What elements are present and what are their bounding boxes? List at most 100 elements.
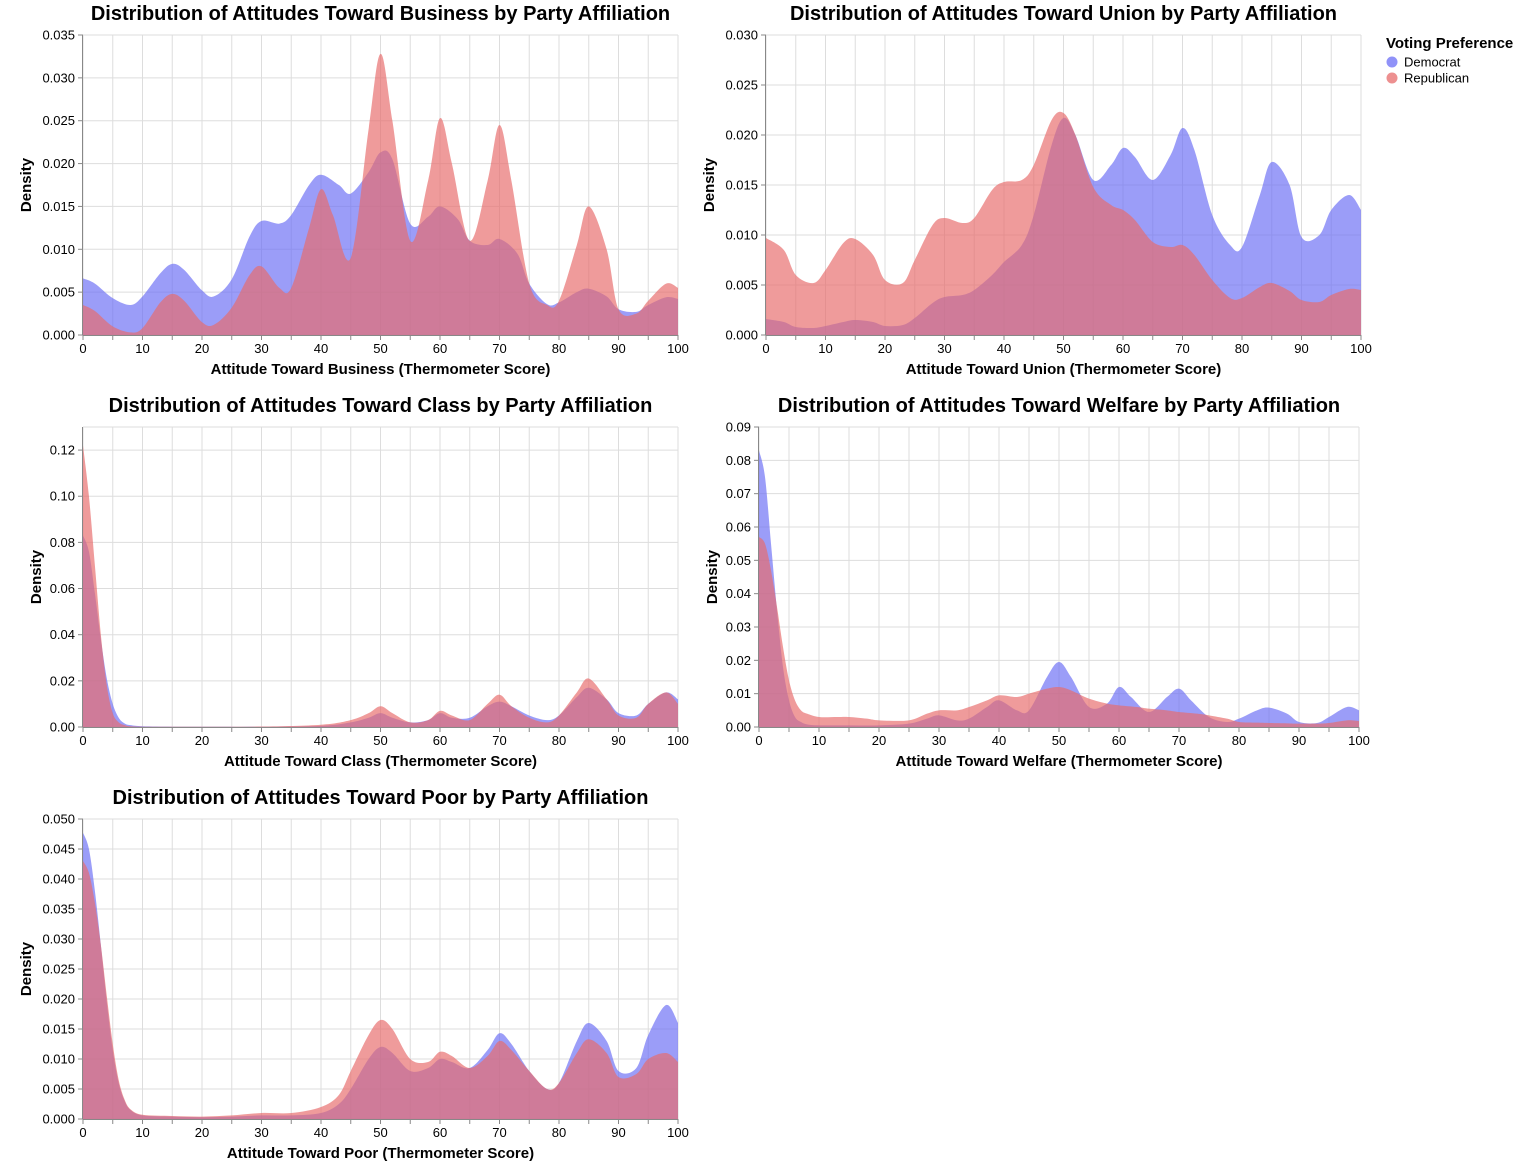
- chart-title: Distribution of Attitudes Toward Class b…: [109, 395, 653, 417]
- x-tick-label: 60: [433, 341, 447, 356]
- y-tick-label: 0.005: [42, 285, 75, 300]
- x-tick-label: 10: [812, 733, 826, 748]
- x-tick-label: 10: [135, 733, 149, 748]
- y-tick-label: 0.02: [726, 653, 751, 668]
- y-tick-label: 0.07: [726, 486, 751, 501]
- chart-title: Distribution of Attitudes Toward Welfare…: [778, 395, 1340, 417]
- x-tick-label: 40: [992, 733, 1006, 748]
- x-tick-label: 50: [1052, 733, 1066, 748]
- y-tick-label: 0.000: [42, 328, 75, 343]
- x-tick-label: 70: [1172, 733, 1186, 748]
- y-tick-label: 0.06: [726, 520, 751, 535]
- x-tick-label: 50: [373, 733, 387, 748]
- y-tick-label: 0.12: [50, 443, 75, 458]
- x-tick-label: 80: [1232, 733, 1246, 748]
- x-tick-label: 100: [667, 1125, 689, 1140]
- x-axis-title: Attitude Toward Union (Thermometer Score…: [906, 361, 1222, 378]
- x-tick-label: 70: [492, 1125, 506, 1140]
- y-tick-label: 0.000: [42, 1112, 75, 1127]
- chart-panel-business: 0 10 20 30 40 50 60 70 80 90 100 0.000 0.005 0.010 0.0…: [18, 3, 689, 378]
- y-tick-label: 0.10: [50, 489, 75, 504]
- y-axis-title: Density: [704, 549, 721, 604]
- y-tick-label: 0.015: [725, 178, 758, 193]
- x-axis-title: Attitude Toward Business (Thermometer Sc…: [211, 361, 551, 378]
- y-tick-label: 0.025: [42, 113, 75, 128]
- y-tick-label: 0.020: [42, 156, 75, 171]
- x-tick-label: 20: [195, 341, 209, 356]
- x-tick-label: 100: [1350, 341, 1372, 356]
- x-axis-title: Attitude Toward Poor (Thermometer Score): [227, 1145, 534, 1162]
- x-tick-label: 0: [79, 341, 86, 356]
- density-areas: [83, 53, 678, 335]
- y-tick-label: 0.015: [42, 199, 75, 214]
- y-tick-label: 0.005: [42, 1082, 75, 1097]
- y-tick-label: 0.030: [42, 70, 75, 85]
- chart-panel-union: 0 10 20 30 40 50 60 70 80 90 100 0.000 0.005 0.010 0.0…: [701, 3, 1372, 378]
- area-republican: [759, 537, 1359, 727]
- x-tick-label: 80: [552, 1125, 566, 1140]
- gridlines: [758, 426, 1360, 728]
- density-areas: [766, 111, 1361, 335]
- y-tick-label: 0.04: [726, 586, 751, 601]
- x-tick-label: 40: [314, 1125, 328, 1140]
- y-tick-label: 0.010: [42, 242, 75, 257]
- density-areas: [83, 832, 678, 1119]
- x-tick-label: 0: [79, 733, 86, 748]
- y-tick-label: 0.06: [50, 581, 75, 596]
- x-tick-label: 30: [937, 341, 951, 356]
- y-tick-label: 0.030: [725, 28, 758, 43]
- x-tick-label: 80: [1235, 341, 1249, 356]
- x-tick-label: 60: [433, 733, 447, 748]
- density-areas: [759, 450, 1359, 727]
- y-axis-title: Density: [28, 549, 45, 604]
- y-tick-label: 0.020: [725, 128, 758, 143]
- y-tick-label: 0.01: [726, 686, 751, 701]
- x-tick-label: 90: [611, 341, 625, 356]
- x-tick-label: 30: [254, 733, 268, 748]
- x-tick-label: 90: [611, 1125, 625, 1140]
- chart-panel-poor: 0 10 20 30 40 50 60 70 80 90 100 0.000 0.005 0.010 0.0…: [18, 787, 689, 1162]
- area-republican: [83, 861, 678, 1119]
- x-tick-label: 30: [254, 341, 268, 356]
- y-axis-title: Density: [701, 157, 718, 212]
- y-tick-label: 0.000: [725, 328, 758, 343]
- x-tick-label: 100: [667, 733, 689, 748]
- x-tick-label: 20: [878, 341, 892, 356]
- x-tick-label: 90: [611, 733, 625, 748]
- gridlines: [82, 818, 679, 1120]
- legend: Voting Preference Democrat Republican: [1386, 35, 1513, 86]
- y-tick-label: 0.050: [42, 812, 75, 827]
- x-tick-label: 10: [818, 341, 832, 356]
- y-tick-label: 0.09: [726, 420, 751, 435]
- chart-title: Distribution of Attitudes Toward Busines…: [91, 3, 670, 25]
- x-tick-label: 50: [373, 1125, 387, 1140]
- y-tick-label: 0.08: [726, 453, 751, 468]
- y-tick-label: 0.040: [42, 872, 75, 887]
- x-axis-title: Attitude Toward Welfare (Thermometer Sco…: [896, 753, 1223, 770]
- legend-swatch-democrat: [1386, 56, 1398, 68]
- y-tick-label: 0.00: [50, 720, 75, 735]
- y-tick-label: 0.03: [726, 620, 751, 635]
- legend-item-republican: Republican: [1386, 71, 1469, 86]
- y-axis-title: Density: [18, 941, 35, 996]
- x-tick-label: 30: [254, 1125, 268, 1140]
- x-tick-label: 20: [195, 733, 209, 748]
- x-tick-label: 20: [195, 1125, 209, 1140]
- y-tick-label: 0.04: [50, 627, 75, 642]
- legend-item-democrat: Democrat: [1386, 55, 1461, 70]
- x-tick-label: 80: [552, 341, 566, 356]
- y-tick-label: 0.00: [726, 720, 751, 735]
- legend-label-democrat: Democrat: [1404, 55, 1461, 70]
- x-tick-label: 20: [872, 733, 886, 748]
- area-republican: [766, 111, 1361, 335]
- x-tick-label: 0: [755, 733, 762, 748]
- y-tick-label: 0.015: [42, 1022, 75, 1037]
- x-tick-label: 90: [1292, 733, 1306, 748]
- legend-title: Voting Preference: [1386, 35, 1513, 52]
- chart-title: Distribution of Attitudes Toward Union b…: [790, 3, 1337, 25]
- x-tick-label: 90: [1294, 341, 1308, 356]
- y-tick-label: 0.020: [42, 992, 75, 1007]
- x-tick-label: 60: [1116, 341, 1130, 356]
- y-tick-label: 0.025: [725, 78, 758, 93]
- x-tick-label: 0: [79, 1125, 86, 1140]
